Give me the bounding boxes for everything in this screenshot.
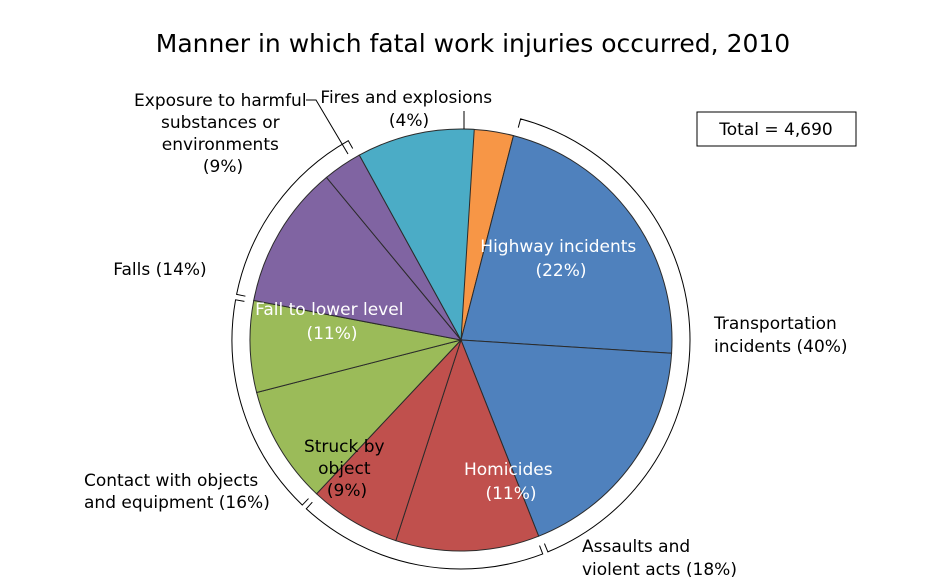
- total-box: [696, 111, 857, 147]
- group-bracket-assaults: [305, 501, 544, 570]
- label-exposure: Exposure to harmful substances or enviro…: [134, 91, 312, 177]
- label-assaults: Assaults and violent acts (18%): [582, 537, 737, 580]
- group-bracket-transportation: [517, 118, 691, 553]
- group-brackets: [231, 118, 691, 570]
- pie-slices: [249, 128, 673, 552]
- label-fires: Fires and explosions (4%): [320, 88, 497, 131]
- slice-label-highway: Highway incidents (22%): [480, 237, 641, 281]
- pie-slice-2: [460, 339, 673, 537]
- label-falls: Falls (14%): [113, 260, 206, 280]
- leader-exposure: [306, 99, 349, 155]
- pie-slice-5: [256, 339, 463, 495]
- pie-slice-1: [460, 135, 673, 354]
- label-contact: Contact with objects and equipment (16%): [84, 471, 270, 513]
- pie-slice-9: [358, 128, 475, 342]
- pie-slice-3: [395, 338, 540, 552]
- slice-label-fall-lower: Fall to lower level (11%): [255, 300, 409, 344]
- total-label: Total = 4,690: [718, 120, 832, 140]
- group-bracket-falls: [236, 139, 354, 297]
- label-transportation: Transportation incidents (40%): [713, 314, 848, 357]
- pie-slice-7: [253, 176, 463, 341]
- group-bracket-contact: [231, 299, 309, 506]
- chart-title: Manner in which fatal work injuries occu…: [156, 29, 790, 58]
- slice-label-struck: Struck by object (9%): [304, 437, 390, 501]
- slice-label-homicides: Homicides (11%): [464, 460, 558, 504]
